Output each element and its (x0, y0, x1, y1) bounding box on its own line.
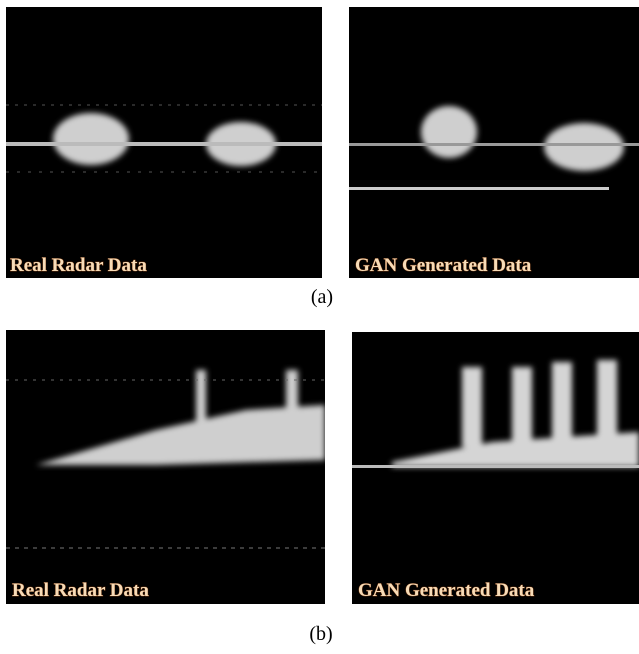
caption: (a) (310, 286, 334, 308)
image-label: Real Radar Data (10, 255, 147, 276)
spectrogram-image: Real Radar Data (6, 7, 322, 278)
spectrogram-image: GAN Generated Data (349, 7, 639, 278)
spectrogram-image: Real Radar Data (6, 330, 325, 604)
spectrogram-image: GAN Generated Data (352, 332, 639, 604)
image-label: GAN Generated Data (355, 255, 532, 276)
image-label: GAN Generated Data (358, 580, 535, 601)
image-label: Real Radar Data (12, 580, 149, 601)
caption: (b) (309, 623, 333, 645)
